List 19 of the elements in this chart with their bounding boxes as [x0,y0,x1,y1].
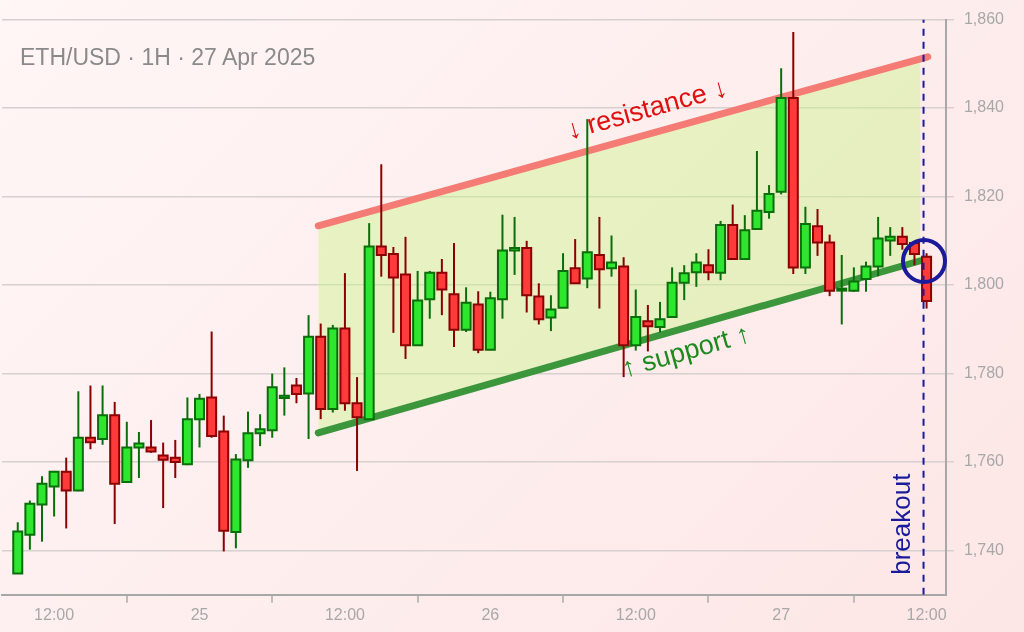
x-tick-label: 12:00 [615,605,656,623]
text: ↑ support ↑ [618,318,754,384]
y-tick-label: 1,860 [963,10,1005,28]
x-tick-label: 12:00 [34,605,75,623]
y-tick-label: 1,820 [963,186,1005,204]
y-tick-label: 1,740 [963,540,1005,558]
y-tick-label: 1,760 [963,452,1005,470]
y-tick-label: 1,780 [963,363,1005,381]
text: ETH/USD · 1H · 27 Apr 2025 [20,44,316,71]
y-tick-label: 1,840 [963,98,1005,116]
x-tick-label: 12:00 [324,605,366,623]
y-tick-label: 1,800 [963,275,1005,293]
x-tick-label: 12:00 [906,605,947,623]
candlestick [84,385,96,450]
x-tick-label: 26 [481,605,500,623]
ref-line-label: breakout [885,472,916,575]
text: ↓ resistance ↓ [563,72,731,146]
x-tick-label: 27 [772,605,791,623]
x-tick-label: 25 [190,605,209,623]
